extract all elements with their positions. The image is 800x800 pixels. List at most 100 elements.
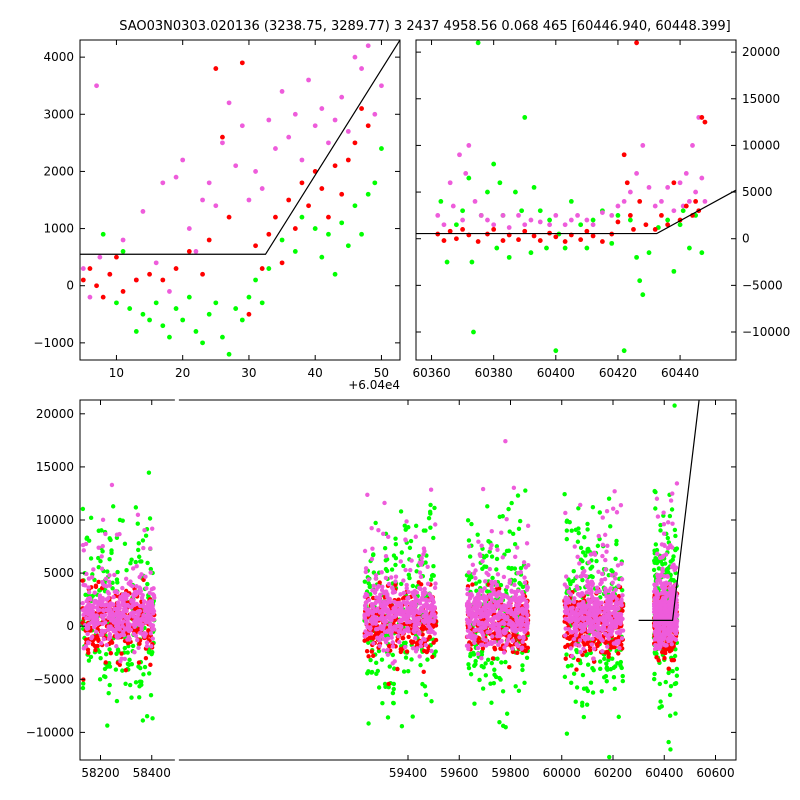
- data-point: [488, 681, 493, 686]
- data-point: [466, 175, 472, 181]
- data-point: [312, 123, 318, 129]
- data-point: [484, 570, 489, 576]
- data-point: [147, 516, 153, 521]
- data-point: [595, 610, 600, 615]
- data-point: [383, 575, 389, 581]
- data-point: [671, 554, 676, 559]
- axes-frame: [79, 39, 401, 361]
- data-point: [370, 653, 376, 659]
- data-point: [405, 600, 410, 605]
- data-point: [101, 636, 107, 642]
- data-point: [115, 600, 121, 605]
- data-point: [369, 526, 374, 531]
- panel-bottom-full: 58200 58400 59400 59600 59800 60000 60200 60400…: [26, 398, 737, 780]
- data-point: [414, 626, 420, 632]
- data-point: [583, 553, 588, 558]
- data-point: [401, 590, 407, 596]
- data-point: [610, 656, 615, 661]
- data-point: [148, 566, 154, 572]
- data-point: [517, 518, 523, 524]
- data-point: [413, 523, 419, 529]
- data-point: [523, 602, 528, 608]
- data-point: [499, 530, 504, 535]
- data-point: [499, 621, 504, 626]
- data-point: [480, 589, 485, 594]
- data-point: [109, 550, 114, 556]
- data-point: [522, 222, 528, 228]
- data-point: [491, 226, 497, 232]
- data-point: [99, 554, 104, 559]
- data-point: [573, 527, 579, 532]
- data-point: [399, 724, 405, 729]
- data-point: [369, 556, 375, 562]
- data-point: [406, 572, 412, 578]
- data-point: [427, 625, 433, 631]
- data-point: [233, 163, 239, 169]
- data-point: [148, 631, 154, 636]
- data-point: [149, 587, 155, 592]
- data-point: [96, 545, 101, 550]
- data-point: [147, 590, 152, 596]
- data-point: [86, 650, 91, 656]
- data-point: [387, 664, 392, 669]
- data-point: [487, 566, 493, 572]
- data-point: [135, 637, 140, 643]
- data-point: [590, 636, 595, 641]
- data-point: [468, 651, 473, 657]
- data-point: [664, 580, 669, 585]
- data-point: [498, 582, 504, 588]
- data-point: [144, 586, 149, 591]
- data-point: [403, 567, 408, 573]
- data-point: [410, 645, 416, 651]
- data-point: [426, 629, 431, 635]
- data-point: [573, 642, 578, 647]
- data-point: [672, 653, 678, 659]
- data-point: [453, 236, 459, 242]
- data-point: [520, 584, 526, 590]
- data-point: [206, 311, 212, 317]
- data-point: [136, 611, 141, 617]
- data-point: [131, 631, 137, 637]
- data-point: [486, 641, 492, 647]
- data-point: [471, 621, 477, 627]
- x-tick-label: 60440: [661, 366, 699, 380]
- data-point: [80, 506, 86, 512]
- data-point: [584, 245, 590, 251]
- data-point: [97, 677, 103, 682]
- data-point: [485, 189, 490, 195]
- data-point: [483, 638, 489, 643]
- data-point: [420, 618, 426, 624]
- data-point: [133, 589, 138, 595]
- data-point: [312, 226, 318, 231]
- data-point: [637, 198, 643, 204]
- data-point: [417, 601, 423, 606]
- data-point: [409, 657, 414, 662]
- data-point: [419, 607, 424, 612]
- data-point: [279, 89, 285, 94]
- data-point: [670, 563, 676, 568]
- data-point: [673, 711, 678, 716]
- data-point: [93, 636, 99, 641]
- data-point: [616, 714, 621, 720]
- data-point: [472, 198, 478, 204]
- data-point: [572, 625, 577, 631]
- data-point: [653, 489, 658, 495]
- data-point: [105, 569, 110, 574]
- data-point: [590, 217, 596, 223]
- data-point: [524, 623, 530, 629]
- data-point: [596, 569, 601, 574]
- data-point: [524, 599, 529, 604]
- data-point: [80, 578, 85, 583]
- data-point: [403, 527, 408, 532]
- data-point: [421, 669, 426, 675]
- data-point: [86, 590, 92, 595]
- data-point: [91, 567, 96, 572]
- data-point: [576, 530, 581, 536]
- data-point: [501, 650, 507, 655]
- data-point: [370, 595, 376, 601]
- data-point: [213, 300, 219, 306]
- data-point: [610, 591, 616, 596]
- data-point: [120, 585, 125, 591]
- data-point: [667, 713, 673, 718]
- data-point: [590, 233, 596, 239]
